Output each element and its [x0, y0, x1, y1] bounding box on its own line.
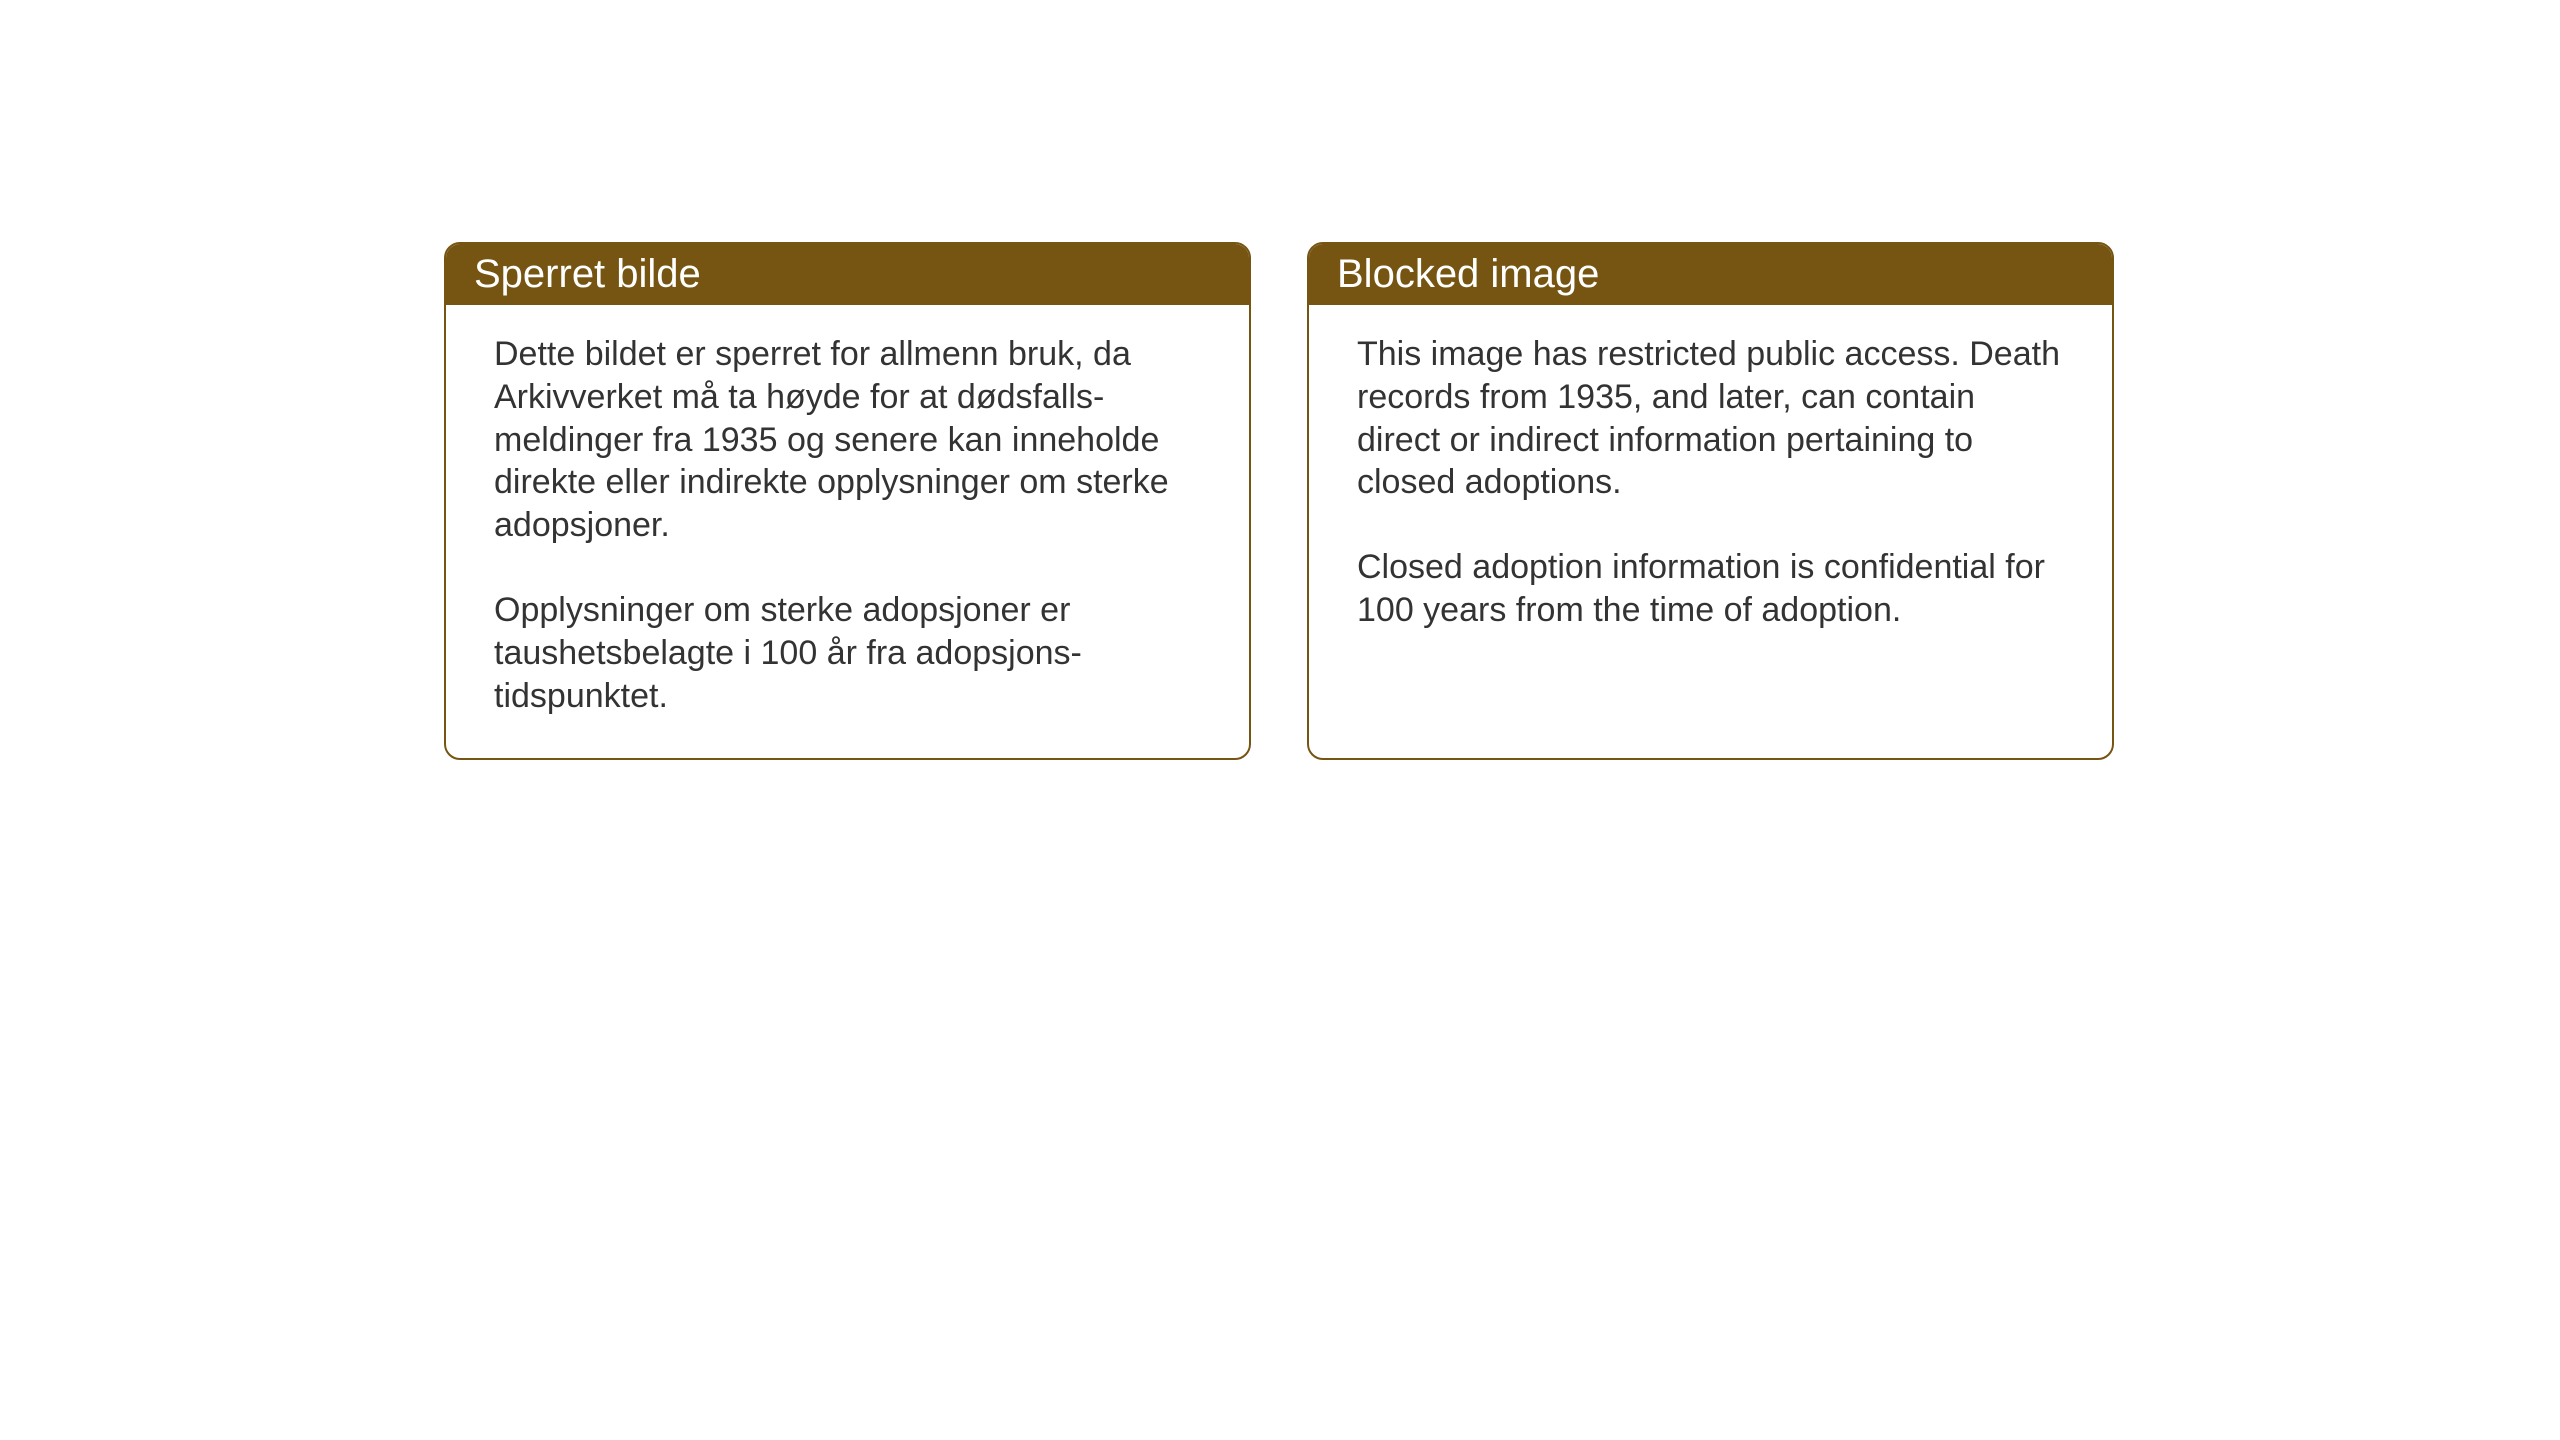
notice-card-norwegian: Sperret bilde Dette bildet er sperret fo… [444, 242, 1251, 760]
card-header-norwegian: Sperret bilde [446, 244, 1249, 305]
notice-card-english: Blocked image This image has restricted … [1307, 242, 2114, 760]
card-body-norwegian: Dette bildet er sperret for allmenn bruk… [446, 305, 1249, 758]
card-title-english: Blocked image [1337, 252, 1599, 296]
card-title-norwegian: Sperret bilde [474, 252, 701, 296]
card-paragraph-1-english: This image has restricted public access.… [1357, 333, 2064, 504]
card-paragraph-2-english: Closed adoption information is confident… [1357, 546, 2064, 632]
card-paragraph-2-norwegian: Opplysninger om sterke adopsjoner er tau… [494, 589, 1201, 717]
card-body-english: This image has restricted public access.… [1309, 305, 2112, 672]
notice-container: Sperret bilde Dette bildet er sperret fo… [0, 0, 2560, 760]
card-header-english: Blocked image [1309, 244, 2112, 305]
card-paragraph-1-norwegian: Dette bildet er sperret for allmenn bruk… [494, 333, 1201, 547]
